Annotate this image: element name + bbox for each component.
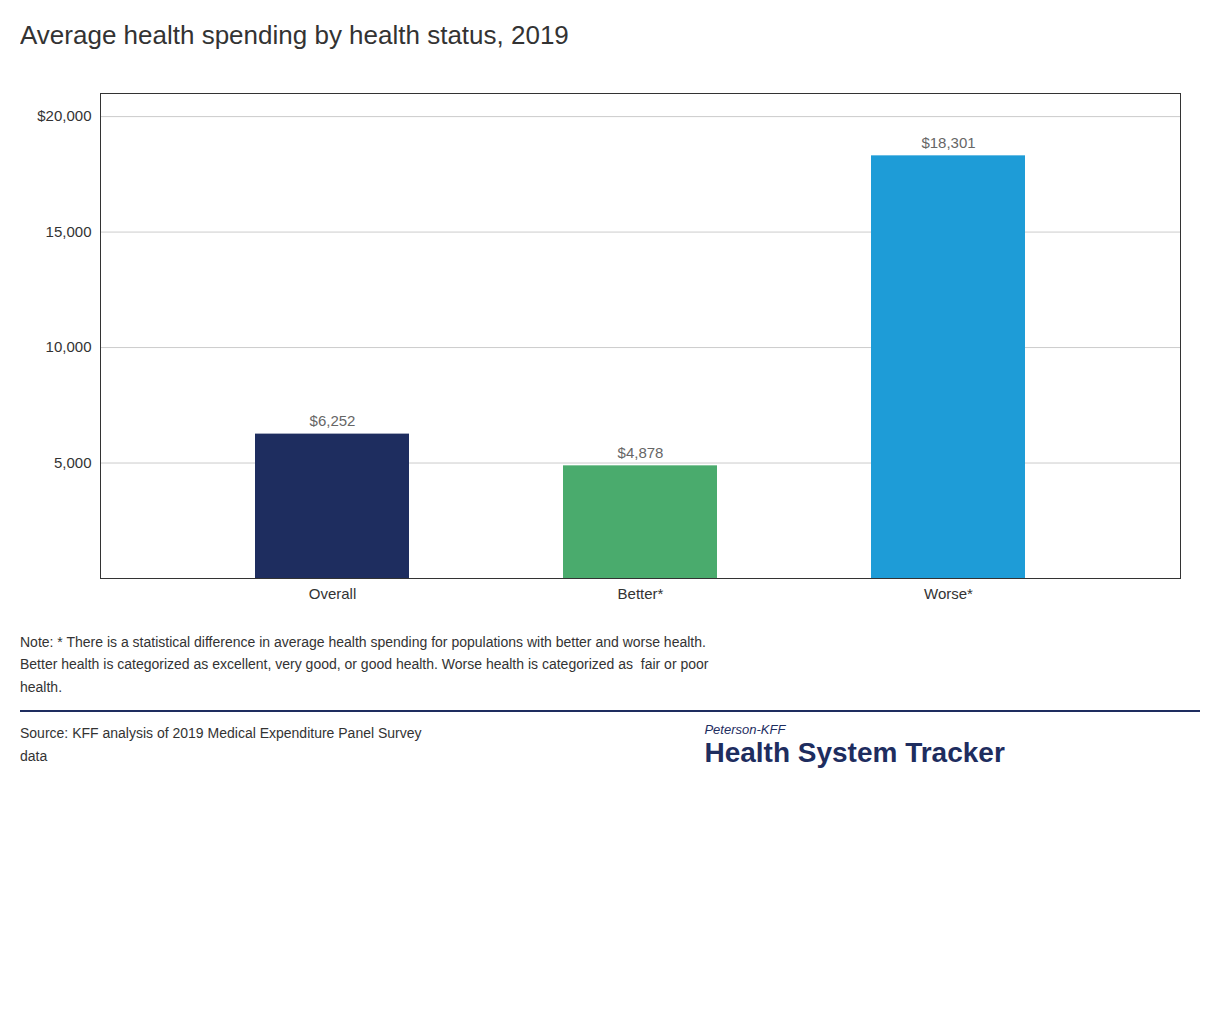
svg-text:15,000: 15,000 <box>46 223 92 240</box>
svg-text:$18,301: $18,301 <box>921 134 975 151</box>
svg-text:$6,252: $6,252 <box>310 412 356 429</box>
svg-text:$4,878: $4,878 <box>618 444 664 461</box>
svg-text:10,000: 10,000 <box>46 338 92 355</box>
html-text:Peterson-KFF: Peterson-KFF <box>704 722 786 738</box>
html-text:Note: * There is a statistical: Note: * There is a statistical differenc… <box>20 634 709 695</box>
svg-text:Better*: Better* <box>618 585 664 602</box>
svg-text:$20,000: $20,000 <box>37 107 91 124</box>
svg-text:Worse*: Worse* <box>924 585 973 602</box>
html-text:Source: KFF analysis of 2019 M: Source: KFF analysis of 2019 Medical Exp… <box>20 725 422 764</box>
html-text:Average health spending by hea: Average health spending by health status… <box>20 20 569 50</box>
svg-text:Overall: Overall <box>309 585 357 602</box>
svg-text:5,000: 5,000 <box>54 454 92 471</box>
html-text:Health System Tracker: Health System Tracker <box>704 737 1005 769</box>
